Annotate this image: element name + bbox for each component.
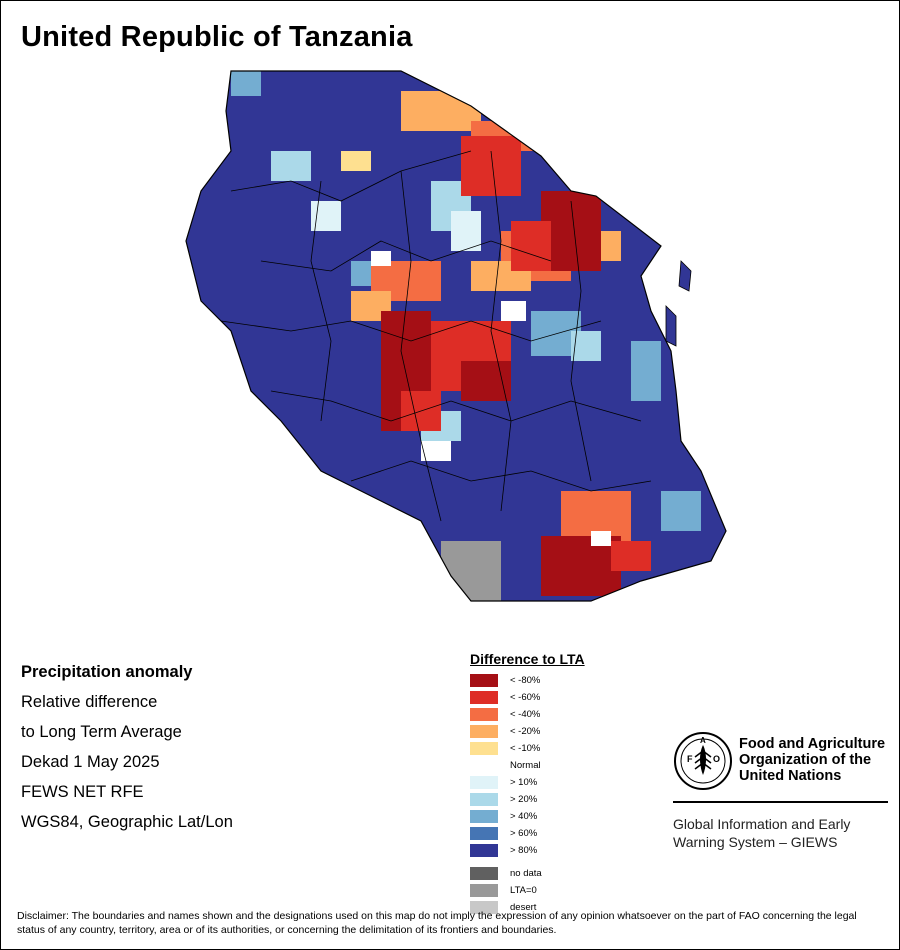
- fao-logo-icon: F O A: [674, 732, 732, 790]
- legend-class-label: < -40%: [510, 709, 541, 720]
- info-line-1: Relative difference: [21, 693, 158, 711]
- legend-class-label: < -20%: [510, 726, 541, 737]
- legend-class-row: < -20%: [470, 724, 650, 741]
- legend-class-swatch: [470, 827, 498, 840]
- svg-text:O: O: [713, 754, 720, 764]
- legend-extra-label: no data: [510, 868, 542, 879]
- legend-class-swatch: [470, 674, 498, 687]
- legend-class-swatch: [470, 793, 498, 806]
- map-info: Precipitation anomaly Relative differenc…: [21, 657, 341, 837]
- legend-extra-swatch: [470, 867, 498, 880]
- legend-class-label: < -60%: [510, 692, 541, 703]
- info-line-5: WGS84, Geographic Lat/Lon: [21, 813, 233, 831]
- legend-class-label: Normal: [510, 760, 541, 771]
- disclaimer: Disclaimer: The boundaries and names sho…: [17, 910, 857, 936]
- zanzibar-island: [665, 305, 677, 347]
- legend-class-label: > 80%: [510, 845, 538, 856]
- legend-class-row: < -60%: [470, 690, 650, 707]
- anomaly-raster: [186, 71, 726, 601]
- legend-extra-row: desert: [470, 900, 650, 917]
- legend: Difference to LTA < -80% < -60% < -40% < -2…: [470, 651, 650, 917]
- legend-class-swatch: [470, 810, 498, 823]
- info-heading: Precipitation anomaly: [21, 663, 193, 681]
- admin-boundaries: [220, 150, 652, 522]
- info-line-4: FEWS NET RFE: [21, 783, 144, 801]
- map-title: United Republic of Tanzania: [21, 21, 413, 53]
- legend-class-swatch: [470, 725, 498, 738]
- fao-name: Food and Agriculture Organization of the…: [739, 736, 886, 784]
- legend-extra-label: LTA=0: [510, 885, 537, 896]
- svg-text:A: A: [700, 736, 706, 745]
- legend-class-label: > 10%: [510, 777, 538, 788]
- country-border: [185, 70, 727, 602]
- legend-class-row: Normal: [470, 758, 650, 775]
- legend-class-label: > 20%: [510, 794, 538, 805]
- legend-class-swatch: [470, 844, 498, 857]
- legend-extra-label: desert: [510, 902, 537, 913]
- legend-class-row: < -10%: [470, 741, 650, 758]
- legend-extra-row: LTA=0: [470, 883, 650, 900]
- legend-class-row: > 60%: [470, 826, 650, 843]
- fao-divider: [673, 801, 888, 803]
- legend-class-swatch: [470, 691, 498, 704]
- info-line-3: Dekad 1 May 2025: [21, 753, 160, 771]
- legend-class-label: < -80%: [510, 675, 541, 686]
- legend-class-swatch: [470, 708, 498, 721]
- legend-class-row: > 40%: [470, 809, 650, 826]
- legend-class-swatch: [470, 776, 498, 789]
- fao-logo-letters: F: [687, 754, 693, 764]
- legend-class-swatch: [470, 742, 498, 755]
- legend-class-row: > 80%: [470, 843, 650, 860]
- legend-extra-swatch: [470, 884, 498, 897]
- legend-extra-swatch: [470, 901, 498, 914]
- legend-extra-row: no data: [470, 866, 650, 883]
- legend-class-row: > 20%: [470, 792, 650, 809]
- fao-block: F O A Food and Agriculture Organization …: [673, 731, 893, 861]
- tanzania-anomaly-map: [185, 70, 727, 602]
- legend-title: Difference to LTA: [470, 651, 585, 667]
- giews-label: Global Information and Early Warning Sys…: [673, 816, 851, 850]
- legend-class-label: < -10%: [510, 743, 541, 754]
- legend-class-row: > 10%: [470, 775, 650, 792]
- legend-class-label: > 60%: [510, 828, 538, 839]
- pemba-island: [678, 260, 692, 292]
- info-line-2: to Long Term Average: [21, 723, 182, 741]
- legend-class-row: < -40%: [470, 707, 650, 724]
- legend-class-row: < -80%: [470, 673, 650, 690]
- legend-class-label: > 40%: [510, 811, 538, 822]
